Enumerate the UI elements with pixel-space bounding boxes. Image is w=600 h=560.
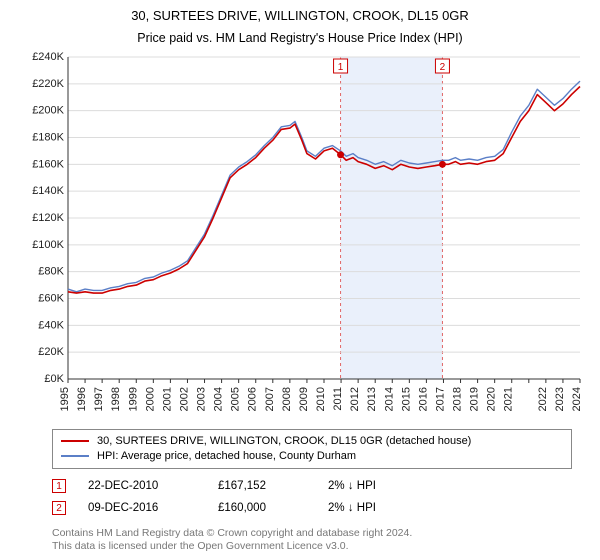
transaction-row: 1 22-DEC-2010£167,1522% ↓ HPI (52, 475, 572, 497)
legend-label: HPI: Average price, detached house, Coun… (97, 450, 356, 462)
svg-text:2013: 2013 (366, 387, 378, 411)
svg-text:2007: 2007 (264, 387, 276, 411)
svg-text:£140K: £140K (32, 185, 64, 197)
svg-text:2020: 2020 (486, 387, 498, 411)
svg-text:2005: 2005 (230, 387, 242, 411)
transaction-delta: 2% ↓ HPI (328, 502, 448, 514)
svg-text:2022: 2022 (537, 387, 549, 411)
legend-swatch (61, 455, 89, 457)
svg-text:2009: 2009 (298, 387, 310, 411)
svg-text:2002: 2002 (178, 387, 190, 411)
transaction-price: £167,152 (218, 480, 328, 492)
svg-text:2019: 2019 (469, 387, 481, 411)
transaction-marker: 1 (52, 479, 66, 493)
svg-text:2008: 2008 (281, 387, 293, 411)
svg-text:£0K: £0K (44, 373, 64, 385)
svg-text:£160K: £160K (32, 158, 64, 170)
svg-text:£100K: £100K (32, 239, 64, 251)
transaction-row: 2 09-DEC-2016£160,0002% ↓ HPI (52, 497, 572, 519)
svg-text:£120K: £120K (32, 212, 64, 224)
svg-text:2016: 2016 (417, 387, 429, 411)
svg-text:£240K: £240K (32, 51, 64, 63)
svg-text:£40K: £40K (38, 319, 64, 331)
svg-text:2023: 2023 (554, 387, 566, 411)
svg-text:2004: 2004 (213, 387, 225, 411)
svg-text:1999: 1999 (127, 387, 139, 411)
svg-text:1997: 1997 (93, 387, 105, 411)
transaction-delta: 2% ↓ HPI (328, 480, 448, 492)
chart-title: 30, SURTEES DRIVE, WILLINGTON, CROOK, DL… (10, 8, 590, 25)
legend-label: 30, SURTEES DRIVE, WILLINGTON, CROOK, DL… (97, 435, 471, 447)
svg-text:2010: 2010 (315, 387, 327, 411)
svg-text:2006: 2006 (247, 387, 259, 411)
footer-line-1: Contains HM Land Registry data © Crown c… (52, 527, 572, 540)
legend-item: HPI: Average price, detached house, Coun… (61, 449, 563, 464)
transactions-table: 1 22-DEC-2010£167,1522% ↓ HPI 2 09-DEC-2016… (52, 475, 572, 519)
svg-text:2000: 2000 (144, 387, 156, 411)
transaction-date: 09-DEC-2016 (88, 502, 218, 514)
footer-attribution: Contains HM Land Registry data © Crown c… (52, 527, 572, 553)
svg-text:2015: 2015 (400, 387, 412, 411)
svg-text:1995: 1995 (59, 387, 71, 411)
legend: 30, SURTEES DRIVE, WILLINGTON, CROOK, DL… (52, 429, 572, 469)
svg-text:1998: 1998 (110, 387, 122, 411)
svg-text:2003: 2003 (196, 387, 208, 411)
svg-text:1996: 1996 (76, 387, 88, 411)
svg-text:2012: 2012 (349, 387, 361, 411)
plot-area: £0K £20K £40K £60K £80K £100K £120K £140K £160K £… (28, 49, 588, 419)
svg-text:£60K: £60K (38, 292, 64, 304)
svg-text:2018: 2018 (452, 387, 464, 411)
footer-line-2: This data is licensed under the Open Gov… (52, 540, 572, 553)
transaction-date: 22-DEC-2010 (88, 480, 218, 492)
chart-container: 30, SURTEES DRIVE, WILLINGTON, CROOK, DL… (0, 0, 600, 560)
svg-text:£200K: £200K (32, 105, 64, 117)
svg-text:2024: 2024 (571, 387, 583, 411)
transaction-price: £160,000 (218, 502, 328, 514)
svg-text:2021: 2021 (503, 387, 515, 411)
svg-text:2011: 2011 (332, 387, 344, 411)
legend-swatch (61, 440, 89, 442)
svg-text:£80K: £80K (38, 266, 64, 278)
svg-text:2014: 2014 (383, 387, 395, 411)
svg-text:£220K: £220K (32, 78, 64, 90)
svg-text:£180K: £180K (32, 131, 64, 143)
svg-text:2017: 2017 (434, 387, 446, 411)
svg-text:1: 1 (338, 62, 344, 73)
legend-item: 30, SURTEES DRIVE, WILLINGTON, CROOK, DL… (61, 434, 563, 449)
svg-text:2: 2 (440, 62, 446, 73)
chart-subtitle: Price paid vs. HM Land Registry's House … (10, 31, 590, 45)
svg-text:£20K: £20K (38, 346, 64, 358)
svg-text:2001: 2001 (161, 387, 173, 411)
chart-svg: £0K £20K £40K £60K £80K £100K £120K £140K £160K £… (28, 49, 588, 419)
transaction-marker: 2 (52, 501, 66, 515)
